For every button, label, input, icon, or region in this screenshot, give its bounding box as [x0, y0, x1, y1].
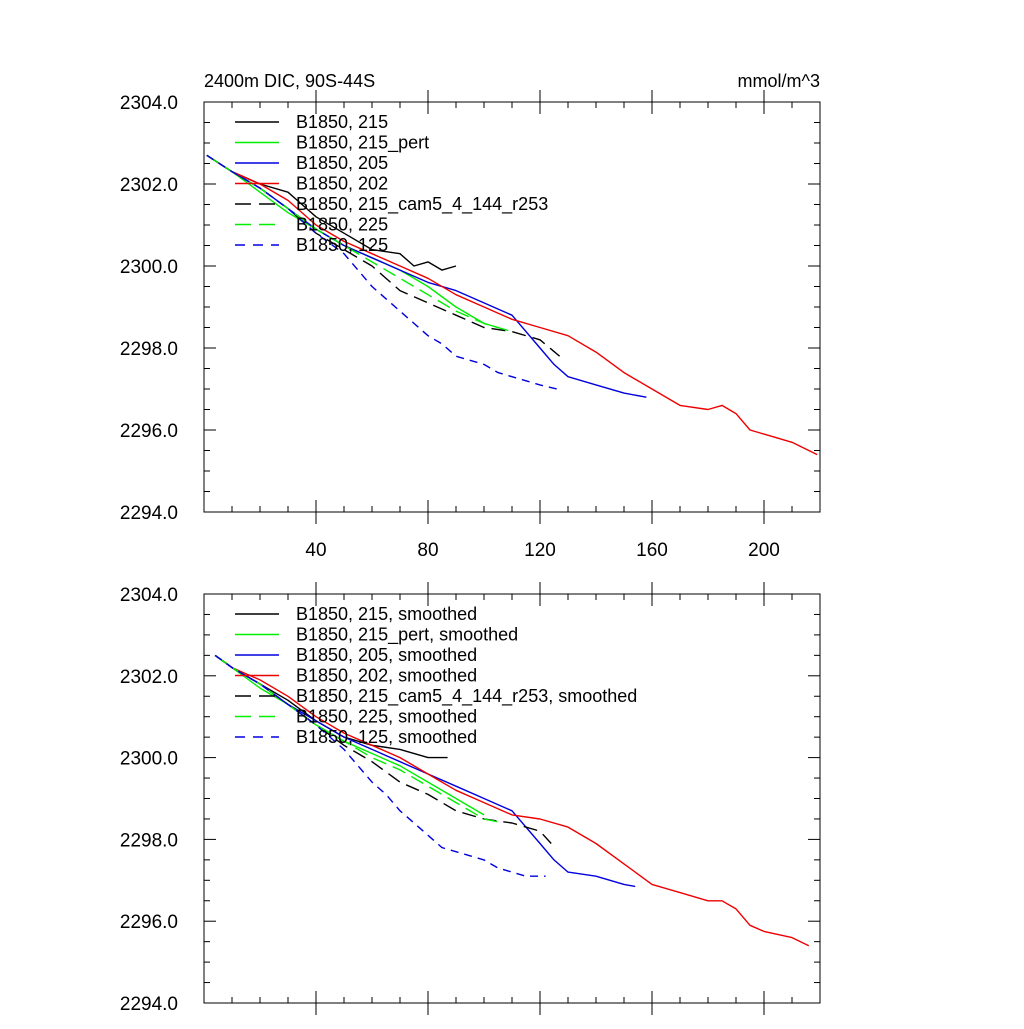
legend-label: B1850, 215_pert [296, 133, 429, 154]
legend-label: B1850, 202, smoothed [296, 666, 477, 686]
y-tick-label: 2294.0 [120, 503, 178, 524]
series-line-7 [206, 154, 557, 390]
y-tick-label: 2302.0 [120, 667, 178, 688]
legend-label: B1850, 215_cam5_4_144_r253, smoothed [296, 686, 637, 707]
x-tick-label: 160 [636, 540, 668, 561]
chart-title: 2400m DIC, 90S-44S [204, 71, 375, 91]
y-tick-label: 2304.0 [120, 93, 178, 114]
x-tick-label: 80 [417, 540, 438, 561]
x-tick-label: 40 [305, 540, 326, 561]
y-tick-label: 2296.0 [120, 912, 178, 933]
y-tick-label: 2298.0 [120, 339, 178, 360]
series-line-3 [214, 654, 636, 888]
y-tick-label: 2302.0 [120, 175, 178, 196]
x-tick-label: 200 [748, 540, 780, 561]
chart-panel-1: 2294.0 2296.0 2298.0 2300.0 2302.0 2304.0 40 80… [120, 90, 821, 561]
legend-label: B1850, 125 [296, 235, 388, 255]
y-tick-label: 2300.0 [120, 749, 178, 770]
series-line-7 [214, 654, 546, 877]
y-tick-label: 2298.0 [120, 830, 178, 851]
series-line-4 [214, 654, 810, 947]
legend-label: B1850, 125, smoothed [296, 727, 477, 747]
x-tick-label: 120 [524, 540, 556, 561]
legend-label: B1850, 205 [296, 153, 388, 173]
series-line-6 [206, 154, 513, 333]
legend-label: B1850, 215, smoothed [296, 604, 477, 624]
y-tick-label: 2296.0 [120, 421, 178, 442]
series-line-5 [214, 654, 552, 844]
y-tick-label: 2300.0 [120, 257, 178, 278]
chart-panel-2: 2294.0 2296.0 2298.0 2300.0 2302.0 2304.0 B185… [120, 582, 821, 1015]
legend-label: B1850, 215 [296, 112, 388, 132]
legend-label: B1850, 215_cam5_4_144_r253 [296, 194, 548, 215]
chart-units: mmol/m^3 [738, 71, 820, 91]
y-tick-label: 2304.0 [120, 585, 178, 606]
legend-label: B1850, 225 [296, 215, 388, 235]
legend-label: B1850, 225, smoothed [296, 707, 477, 727]
legend-label: B1850, 215_pert, smoothed [296, 625, 518, 646]
legend-label: B1850, 205, smoothed [296, 645, 477, 665]
legend-label: B1850, 202 [296, 174, 388, 194]
series-line-4 [206, 154, 818, 456]
y-tick-label: 2294.0 [120, 994, 178, 1015]
